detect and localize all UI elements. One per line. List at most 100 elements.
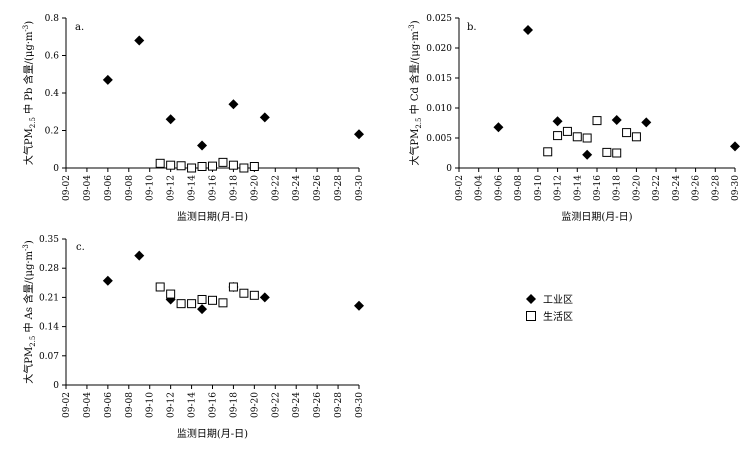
panel-label: a. [75,22,84,33]
x-tick-label: 09-12 [167,175,177,201]
residential-point [228,282,238,292]
industrial-point [493,122,504,133]
x-tick-label: 09-12 [167,392,177,418]
residential-point [553,131,563,141]
industrial-point [102,275,113,286]
industrial-point [523,25,533,35]
residential-point [631,132,641,142]
x-tick-label: 09-14 [573,175,583,201]
industrial-point [134,250,145,261]
x-tick-label: 09-02 [455,175,465,201]
y-axis-title: 大气PM2.5 中 As 含量/(μg·m-3) [22,240,37,384]
residential-point [155,282,165,292]
y-tick-label: 0.8 [45,14,60,24]
x-tick-label: 09-08 [125,175,135,201]
y-tick-label: 0.6 [45,52,60,62]
residential-point [239,163,249,173]
y-tick-label: 0.21 [39,293,59,303]
residential-point [239,288,249,298]
residential-point [166,160,176,170]
x-tick-label: 09-28 [711,175,721,201]
panel-label: b. [467,22,477,33]
x-tick-label: 09-04 [83,175,93,201]
residential-point [176,161,186,171]
x-tick-label: 09-06 [494,175,504,201]
y-tick-label: 0.010 [426,104,452,114]
x-tick-label: 09-24 [672,175,682,201]
y-tick-label: 0 [446,164,452,174]
y-tick-label: 0.28 [39,264,59,274]
x-tick-label: 09-02 [62,392,72,418]
legend-label-industrial: 工业区 [543,294,573,306]
industrial-point [354,129,364,140]
industrial-point [102,74,113,85]
x-tick-label: 09-04 [475,175,485,201]
x-tick-label: 09-02 [62,175,72,201]
x-tick-label: 09-04 [83,392,93,418]
y-tick-label: 0.35 [39,235,59,245]
industrial-point [611,115,622,125]
y-axis-title: 大气PM2.5 中 Pb 含量/(μg·m-3) [22,21,37,165]
residential-point [543,147,553,157]
y-tick-label: 0.14 [39,323,59,333]
residential-point [582,133,592,143]
x-tick-label: 09-12 [554,175,564,201]
x-tick-label: 09-26 [313,175,323,201]
legend-square-icon [526,311,536,321]
industrial-point [197,304,208,315]
x-tick-label: 09-28 [334,175,344,201]
y-tick-label: 0.020 [426,44,452,54]
x-tick-label: 09-16 [209,392,219,418]
x-tick-label: 09-28 [334,392,344,418]
y-tick-label: 0.2 [45,127,59,137]
x-tick-label: 09-16 [209,175,219,201]
x-tick-label: 09-06 [104,392,114,418]
x-tick-label: 09-14 [188,392,198,418]
residential-point [197,162,207,171]
residential-point [187,163,197,173]
x-tick-label: 09-30 [355,175,365,201]
industrial-point [354,300,364,311]
industrial-point [259,112,270,123]
residential-point [249,162,259,171]
x-axis-title: 监测日期(月-日) [177,427,248,440]
residential-point [197,294,207,304]
x-tick-label: 09-22 [271,392,281,418]
industrial-point [134,35,145,46]
y-tick-label: 0.005 [426,134,452,144]
x-tick-label: 09-18 [229,392,239,418]
x-tick-label: 09-18 [613,175,623,201]
x-axis-title: 监测日期(月-日) [177,210,248,223]
residential-point [187,299,197,309]
industrial-point [582,149,593,160]
industrial-point [641,117,652,128]
x-tick-label: 09-08 [125,392,135,418]
x-tick-label: 09-24 [292,175,302,201]
x-tick-label: 09-06 [104,175,114,201]
industrial-point [228,99,239,110]
industrial-point [259,292,270,303]
panel-a-pb-chart: 0 0.2 0.4 0.6 0.8 09-02 09-04 09-06 09-08 09-10 09… [22,14,365,223]
y-axis-title: 大气PM2.5 中 Cd 含量/(μg·m-3) [408,20,423,165]
x-tick-label: 09-10 [146,392,156,418]
x-tick-label: 09-14 [188,175,198,201]
residential-point [572,132,582,142]
residential-point [166,289,176,299]
residential-point [176,299,186,309]
x-tick-label: 09-20 [250,392,260,418]
x-tick-label: 09-20 [632,175,642,201]
y-tick-label: 0 [53,381,59,391]
residential-point [562,126,572,136]
x-tick-label: 09-10 [146,175,156,201]
residential-point [602,147,612,157]
panel-c-as-chart: 0 0.07 0.14 0.21 0.28 0.35 09-02 09-04 09-06 09-0… [22,235,365,440]
x-tick-label: 09-26 [313,392,323,418]
residential-point [218,157,228,167]
panel-b-cd-chart: 0 0.005 0.010 0.015 0.020 0.025 09-02 09-04 09-0… [408,14,741,223]
x-tick-label: 09-20 [250,175,260,201]
x-tick-label: 09-26 [692,175,702,201]
legend-diamond-icon [526,294,536,304]
residential-point [612,148,622,158]
x-tick-label: 09-30 [355,392,365,418]
industrial-point [197,140,208,151]
